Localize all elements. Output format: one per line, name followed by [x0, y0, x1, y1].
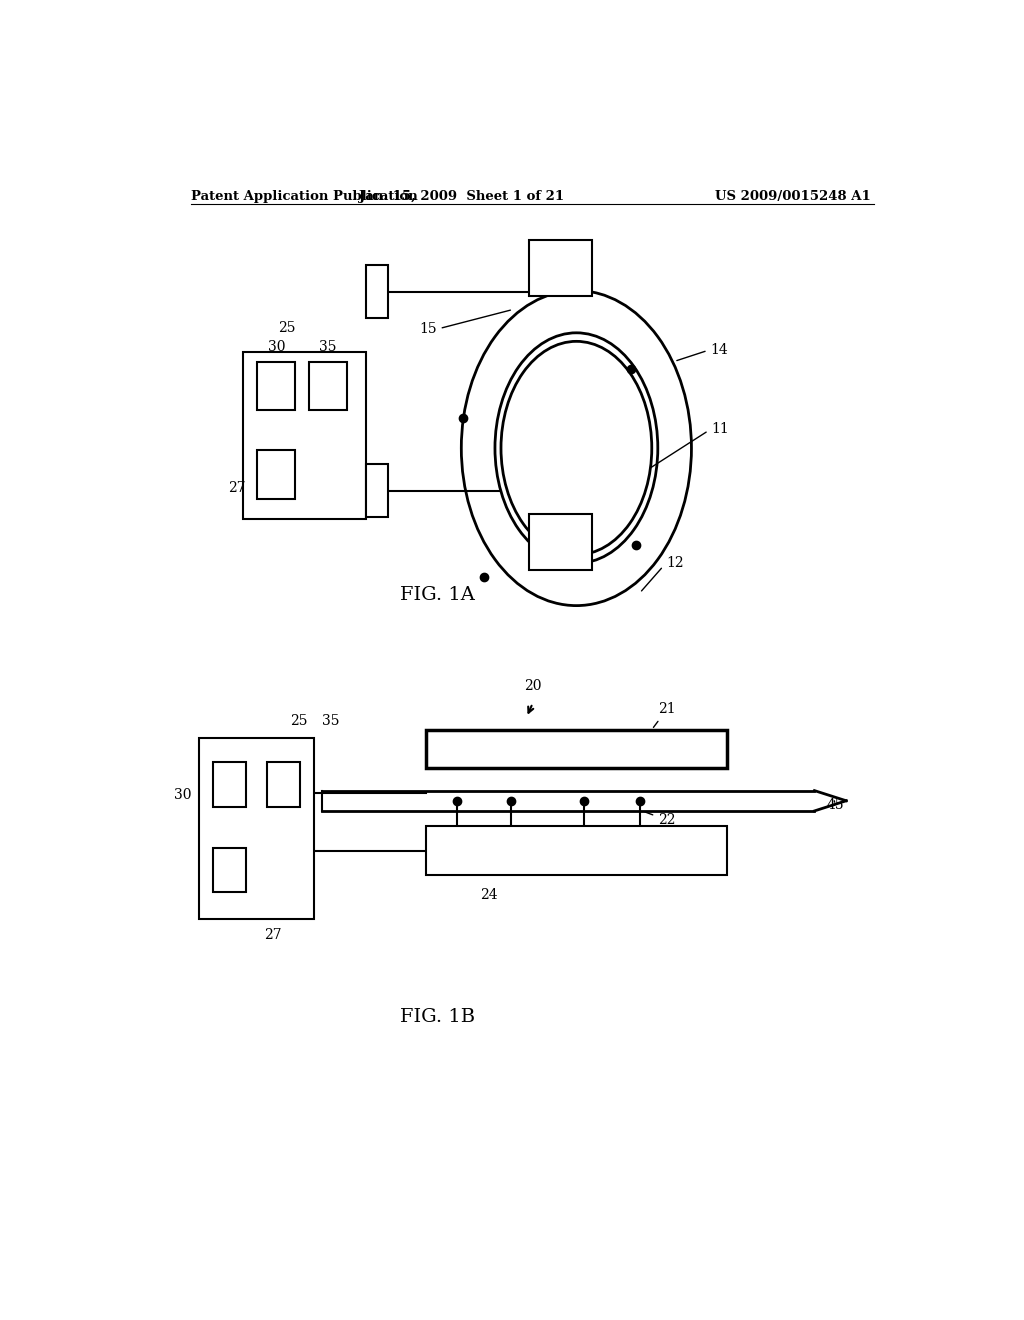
- Text: 45: 45: [826, 797, 844, 812]
- Text: 25: 25: [290, 714, 307, 727]
- Bar: [267, 762, 300, 807]
- Bar: [257, 450, 296, 499]
- Text: 25: 25: [278, 321, 296, 335]
- Text: 20: 20: [524, 678, 542, 693]
- Bar: [367, 265, 388, 318]
- Text: FIG. 1A: FIG. 1A: [400, 586, 475, 605]
- Ellipse shape: [461, 290, 691, 606]
- Text: 14: 14: [677, 343, 728, 360]
- Bar: [257, 362, 296, 411]
- Text: 30: 30: [174, 788, 191, 801]
- Bar: [213, 847, 246, 892]
- Text: 24: 24: [480, 888, 498, 902]
- Text: 27: 27: [227, 480, 246, 495]
- Text: US 2009/0015248 A1: US 2009/0015248 A1: [715, 190, 871, 202]
- Text: 27: 27: [263, 928, 282, 941]
- Text: Patent Application Publication: Patent Application Publication: [191, 190, 418, 202]
- Text: 12: 12: [641, 556, 684, 591]
- Text: 35: 35: [322, 714, 339, 727]
- Ellipse shape: [495, 333, 657, 564]
- Text: FIG. 1B: FIG. 1B: [400, 1008, 475, 1026]
- Bar: [426, 826, 727, 875]
- Bar: [200, 738, 314, 919]
- Bar: [213, 762, 246, 807]
- Text: 11: 11: [650, 422, 729, 467]
- Text: 15: 15: [419, 310, 510, 337]
- Text: 21: 21: [653, 702, 676, 727]
- Ellipse shape: [501, 342, 652, 554]
- Bar: [426, 730, 727, 768]
- Bar: [528, 240, 592, 296]
- Text: 30: 30: [267, 339, 285, 354]
- Text: 10: 10: [575, 253, 593, 267]
- Bar: [367, 465, 388, 517]
- Text: 35: 35: [319, 339, 337, 354]
- Bar: [309, 362, 347, 411]
- Bar: [528, 515, 592, 570]
- Text: Jan. 15, 2009  Sheet 1 of 21: Jan. 15, 2009 Sheet 1 of 21: [358, 190, 564, 202]
- Text: 22: 22: [645, 812, 676, 828]
- Bar: [243, 351, 367, 519]
